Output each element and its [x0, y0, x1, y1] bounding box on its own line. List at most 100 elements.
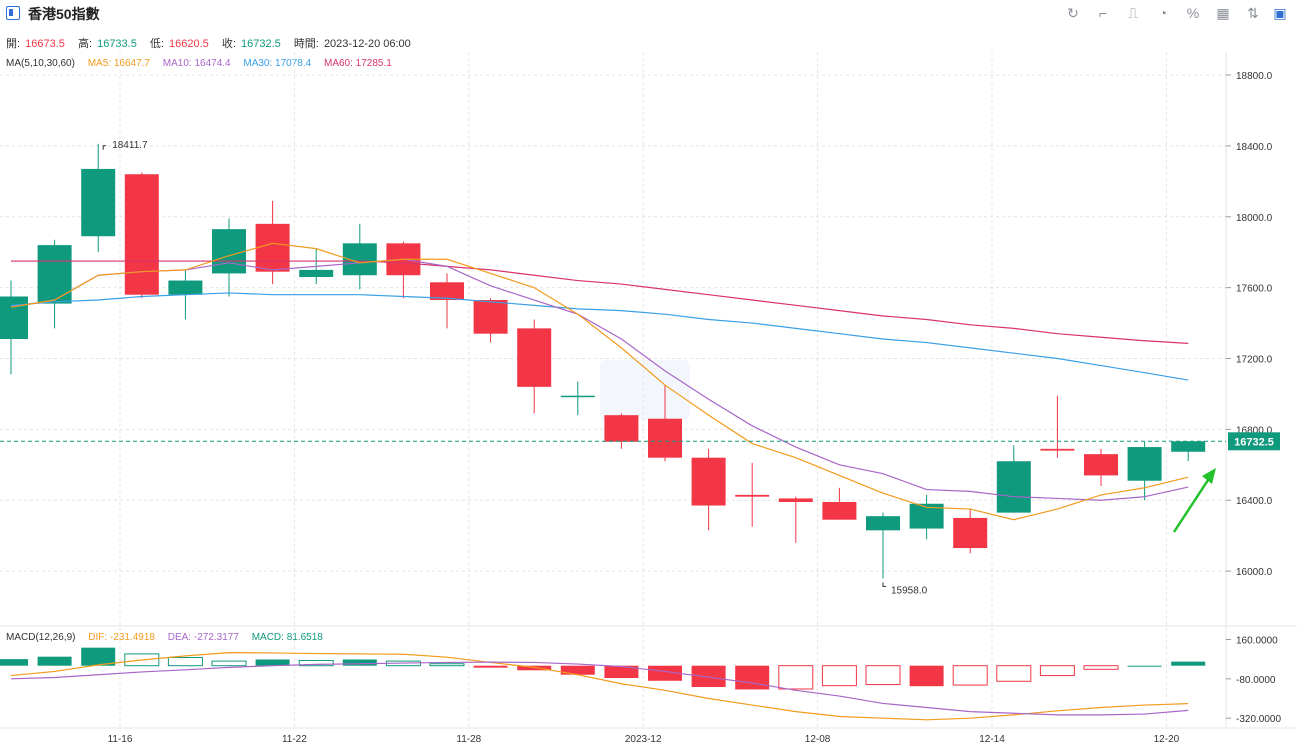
macd-bar: [735, 665, 770, 690]
candle: [778, 496, 813, 543]
candle: [866, 512, 900, 579]
low-label: 低:: [149, 38, 164, 50]
window-icon[interactable]: ▣: [1273, 5, 1287, 21]
macd-bar: [167, 657, 203, 667]
ma10-legend: MA10: 16474.4: [162, 58, 231, 69]
candle-body: [1084, 454, 1118, 476]
macd-bar: [952, 665, 988, 686]
candle-body: [81, 168, 116, 237]
candle: [1171, 441, 1206, 462]
candle-body: [37, 245, 72, 304]
candle-body: [473, 300, 508, 334]
trend-arrow-icon: [1172, 476, 1212, 533]
macd-bar: [865, 665, 901, 686]
y-tick-label: 17600.0: [1236, 284, 1273, 295]
candle: [517, 319, 552, 414]
high-annotation: 18411.7: [112, 140, 148, 151]
macd-legend: MACD(12,26,9) DIF: -231.4918 DEA: -272.3…: [6, 632, 333, 643]
dea-line: [10, 661, 1189, 716]
macd-bar: [473, 665, 508, 668]
candle: [953, 509, 988, 554]
candle: [473, 298, 508, 343]
macd-params: MACD(12,26,9): [6, 632, 76, 643]
macd-y-tick-label: -80.0000: [1236, 675, 1276, 686]
ma60-line: [11, 260, 1189, 345]
candle: [560, 381, 595, 416]
candle: [1127, 441, 1162, 501]
ma10-line: [10, 258, 1189, 501]
ma60-legend: MA60: 17285.1: [323, 58, 392, 69]
candle-body: [1127, 447, 1162, 481]
chart-title: 香港50指數: [28, 6, 100, 22]
x-tick-label: 11-16: [108, 734, 133, 745]
x-tick-label: 12-14: [979, 734, 1005, 745]
macd-value-legend: MACD: 81.6518: [251, 632, 323, 643]
ma5-line: [10, 242, 1189, 521]
open-value: 16673.5: [25, 38, 65, 50]
x-tick-label: 11-28: [456, 734, 481, 745]
macd-bar: [81, 647, 116, 666]
time-label: 時間:: [293, 38, 319, 50]
macd-bar: [691, 665, 726, 688]
dea-legend: DEA: -272.3177: [167, 632, 239, 643]
y-tick-label: 18400.0: [1236, 142, 1273, 153]
y-tick-label: 16400.0: [1236, 496, 1273, 507]
y-tick-label: 18800.0: [1236, 71, 1273, 82]
candle-body: [124, 174, 159, 295]
instrument-icon: [6, 6, 20, 20]
candle: [81, 143, 116, 253]
last-price-tag: [1228, 432, 1280, 451]
dif-legend: DIF: -231.4918: [88, 632, 155, 643]
macd-bar: [648, 665, 682, 681]
macd-bar: [342, 659, 377, 666]
ohlc-legend: 開: 16673.5 高: 16733.5 低: 16620.5 收: 1673…: [6, 35, 413, 51]
candle-body: [778, 498, 813, 502]
macd-bar: [1039, 665, 1075, 677]
layout-icon[interactable]: ▦: [1216, 5, 1230, 21]
candle-body: [430, 282, 464, 301]
low-marker: [882, 582, 886, 588]
chart-type-icon[interactable]: ⎍: [1128, 5, 1138, 21]
candle-body: [0, 296, 28, 339]
draw-icon[interactable]: ⌐: [1098, 5, 1108, 21]
x-tick-label: 11-22: [282, 734, 307, 745]
candle: [909, 494, 944, 540]
low-value: 16620.5: [169, 38, 209, 50]
candle-body: [866, 516, 900, 531]
macd-bar: [37, 656, 72, 666]
ma-params: MA(5,10,30,60): [6, 58, 75, 69]
candle: [37, 239, 72, 329]
macd-bar: [211, 660, 247, 667]
sort-icon[interactable]: ⇅: [1247, 5, 1259, 21]
candle-body: [648, 418, 682, 458]
candle-body: [560, 395, 595, 398]
candle: [342, 223, 377, 290]
macd-bar: [1171, 661, 1206, 666]
candle-body: [1040, 448, 1075, 451]
y-tick-label: 16000.0: [1236, 567, 1273, 578]
candle-body: [691, 457, 726, 506]
macd-bar: [1127, 665, 1162, 667]
pie-icon[interactable]: ◔: [1158, 5, 1168, 21]
candle: [1040, 395, 1075, 458]
candle: [255, 200, 290, 285]
candle-body: [604, 415, 639, 442]
refresh-icon[interactable]: ↻: [1067, 5, 1079, 21]
low-annotation: 15958.0: [891, 586, 928, 597]
candle: [1084, 448, 1118, 487]
macd-bar: [255, 659, 290, 666]
macd-bar: [298, 659, 334, 667]
percent-icon[interactable]: %: [1186, 5, 1200, 21]
y-tick-label: 17200.0: [1236, 354, 1273, 365]
macd-bar: [517, 665, 552, 671]
high-value: 16733.5: [97, 38, 137, 50]
macd-bar: [821, 665, 857, 687]
ma-legend: MA(5,10,30,60) MA5: 16647.7 MA10: 16474.…: [6, 58, 402, 69]
candle: [430, 273, 464, 329]
dif-line: [10, 651, 1189, 721]
macd-bar: [996, 665, 1032, 682]
macd-bar: [778, 665, 814, 690]
y-tick-label: 18000.0: [1236, 213, 1273, 224]
candle-body: [953, 517, 988, 549]
